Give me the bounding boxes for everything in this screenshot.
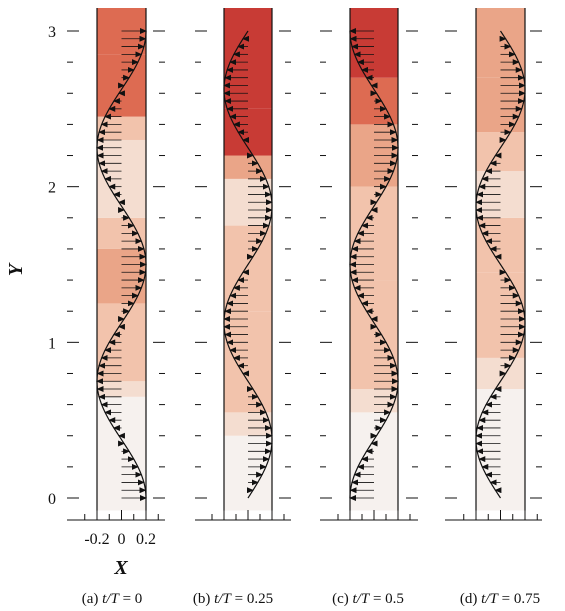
contour-band-c-0 <box>350 412 398 511</box>
ytick-label-0: 0 <box>48 491 56 508</box>
xtick-label-0: -0.2 <box>84 531 109 548</box>
ytick-label-1: 1 <box>48 335 56 352</box>
x-axis-label: X <box>113 557 128 579</box>
contour-band-a-6 <box>97 116 146 140</box>
contour-band-d-2 <box>476 272 525 358</box>
caption-a: (a) t/T = 0 <box>82 591 143 607</box>
y-axis-label: Y <box>5 262 27 276</box>
contour-band-a-0 <box>97 396 146 511</box>
contour-band-b-1 <box>224 412 272 436</box>
xtick-label-2: 0.2 <box>136 531 156 548</box>
panel-c <box>320 8 418 521</box>
contour-band-d-5 <box>476 132 525 172</box>
caption-c: (c) t/T = 0.5 <box>332 591 404 607</box>
contour-band-c-1 <box>350 389 398 413</box>
panel-a: 0 1 2 3 -0.2 0 0.2 <box>48 8 165 548</box>
panel-d <box>445 8 542 521</box>
contour-band-d-0 <box>476 389 525 511</box>
xtick-label-1: 0 <box>118 531 126 548</box>
contour-band-b-0 <box>224 435 272 511</box>
contour-band-b-3 <box>224 225 272 312</box>
caption-d: (d) t/T = 0.75 <box>460 591 540 607</box>
contour-band-d-6 <box>476 77 525 133</box>
panel-b <box>195 8 291 521</box>
caption-b: (b) t/T = 0.25 <box>193 591 273 607</box>
ytick-label-3: 3 <box>48 24 56 41</box>
contour-band-c-6 <box>350 8 398 78</box>
ytick-label-2: 2 <box>48 180 56 197</box>
contour-band-d-7 <box>476 8 525 78</box>
panels-group: 0 1 2 3 -0.2 0 0.2 <box>48 8 542 548</box>
contour-band-b-2 <box>224 311 272 413</box>
